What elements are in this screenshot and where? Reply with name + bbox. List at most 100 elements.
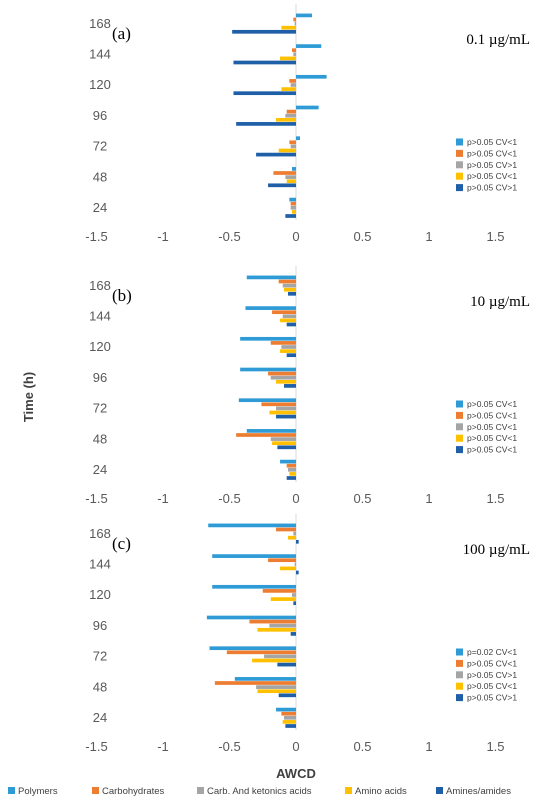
y-tick-label: 168 [89,278,111,293]
legend-swatch [456,411,463,419]
legend-entry: p>0.05 CV<1 [467,399,517,409]
x-tick-label: 0 [292,491,299,506]
x-tick-label: -1 [157,491,169,506]
bar-amines-amides [284,384,296,388]
bar-amino-acids [282,720,296,724]
chart-panel-3: 24 48 72 96 120 144 168 -1.5 -1 -0.5 0 0.5 1 1.5 (c) 10… [85,513,530,754]
bar-amino-acids [280,566,296,571]
bar-polymers [296,136,300,141]
legend-entry: p>0.05 CV<1 [467,658,517,668]
bar-amines-amides [293,601,296,606]
y-tick-label: 24 [93,200,107,215]
legend-swatch [456,423,463,431]
bar-carb-and-ketonics-acids [290,144,296,149]
bar-carbohydrates [226,650,296,655]
x-axis-title: AWCD [276,766,316,781]
bar-polymers [240,367,296,372]
bar-carbohydrates [268,371,296,376]
bar-amines-amides [276,414,296,419]
y-tick-label: 48 [93,169,107,184]
legend-swatch [456,446,463,454]
bar-carb-and-ketonics-acids [290,83,296,87]
bar-amines-amides [296,539,299,544]
bar-carbohydrates [268,558,296,563]
bar-amines-amides [233,60,296,65]
x-tick-label: -1 [157,739,169,754]
y-tick-label: 96 [93,618,107,633]
bottom-legend: Polymers Carbohydrates Carb. And ketonics … [8,786,511,797]
bar-carb-and-ketonics-acids [264,654,296,659]
bottom-legend-entry: Amines/amides [446,786,511,797]
concentration-label: 100 µg/mL [463,542,530,558]
bar-amino-acids [286,179,296,184]
bar-amino-acids [288,535,296,540]
bar-amines-amides [285,214,296,218]
bar-carbohydrates [261,402,296,407]
x-tick-label: 0.5 [353,739,371,754]
y-tick-label: 72 [93,139,107,154]
bar-amines-amides [256,152,296,157]
x-tick-label: -0.5 [218,491,240,506]
panel-label: (b) [112,286,132,305]
y-tick-label: 144 [89,309,111,324]
bar-amino-acids [281,87,296,91]
y-tick-label: 168 [89,526,111,541]
legend-swatch [456,648,463,656]
bar-carbohydrates [290,201,296,206]
bar-amines-amides [286,322,296,327]
legend-swatch [456,184,463,192]
bar-polymers [280,459,296,464]
bar-polymers [276,707,296,712]
bar-polymers [296,74,327,79]
x-tick-label: -1.5 [85,229,107,244]
bar-polymers [208,523,296,528]
panel-label: (a) [112,24,131,43]
bar-polymers [240,336,296,341]
bar-carbohydrates [281,711,296,716]
bar-carbohydrates [249,619,296,624]
panel-label: (c) [112,534,131,553]
y-tick-label: 24 [93,462,107,477]
legend-swatch [456,659,463,667]
bar-amines-amides [268,183,296,188]
legend-entry: p=0.02 CV<1 [467,647,517,657]
bar-amines-amides [232,29,296,34]
legend-entry: p>0.05 CV<1 [467,171,517,181]
bar-amines-amides [285,724,296,728]
bar-carbohydrates [272,310,296,315]
bar-amino-acids [281,25,296,30]
bar-carb-and-ketonics-acids [284,715,296,720]
legend-swatch [456,172,463,180]
y-tick-label: 96 [93,370,107,385]
bar-amino-acids [270,597,296,601]
legend-entry: p>0.05 CV>1 [467,160,517,170]
bar-carb-and-ketonics-acids [288,467,296,472]
bar-carbohydrates [289,79,296,83]
chart-panel-2: 24 48 72 96 120 144 168 -1.5 -1 -0.5 0 0.5 1 1.5 (b) 10… [85,265,530,506]
y-axis-title: Time (h) [21,372,36,422]
legend-swatch [456,671,463,679]
y-tick-label: 72 [93,401,107,416]
y-tick-label: 72 [93,649,107,664]
bar-carbohydrates [276,527,296,532]
y-tick-label: 96 [93,108,107,123]
bar-polymers [212,584,296,589]
bar-polymers [246,275,296,280]
bar-carb-and-ketonics-acids [290,205,296,210]
legend-swatch [456,400,463,408]
bar-amines-amides [296,570,299,575]
bar-carb-and-ketonics-acids [282,314,296,319]
bottom-legend-swatch [345,787,352,794]
bar-carb-and-ketonics-acids [270,437,296,441]
bar-amines-amides [278,693,296,698]
legend-swatch [456,434,463,442]
y-tick-label: 24 [93,710,107,725]
x-tick-label: -0.5 [218,229,240,244]
bar-amino-acids [252,658,296,663]
bar-amino-acids [276,117,296,122]
legend-entry: p>0.05 CV<1 [467,681,517,691]
bar-carb-and-ketonics-acids [276,406,296,411]
bar-polymers [206,615,296,620]
bar-carb-and-ketonics-acids [294,562,296,567]
